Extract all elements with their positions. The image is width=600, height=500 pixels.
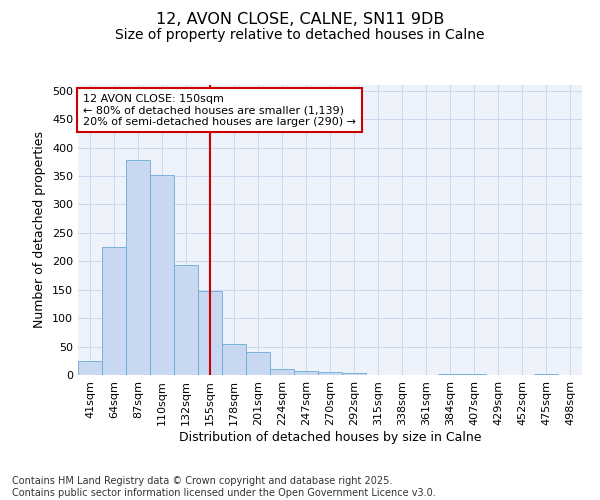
- Text: 12 AVON CLOSE: 150sqm
← 80% of detached houses are smaller (1,139)
20% of semi-d: 12 AVON CLOSE: 150sqm ← 80% of detached …: [83, 94, 356, 127]
- Bar: [438, 374, 462, 375]
- Bar: [246, 352, 270, 375]
- Bar: [150, 175, 174, 375]
- Bar: [462, 374, 486, 375]
- Text: 12, AVON CLOSE, CALNE, SN11 9DB: 12, AVON CLOSE, CALNE, SN11 9DB: [156, 12, 444, 28]
- Bar: [198, 291, 222, 375]
- Bar: [78, 361, 102, 375]
- Bar: [222, 344, 246, 375]
- Bar: [126, 160, 150, 375]
- Text: Contains HM Land Registry data © Crown copyright and database right 2025.
Contai: Contains HM Land Registry data © Crown c…: [12, 476, 436, 498]
- Bar: [270, 370, 294, 375]
- X-axis label: Distribution of detached houses by size in Calne: Distribution of detached houses by size …: [179, 430, 481, 444]
- Y-axis label: Number of detached properties: Number of detached properties: [34, 132, 46, 328]
- Bar: [342, 374, 366, 375]
- Bar: [102, 247, 126, 375]
- Bar: [174, 266, 198, 375]
- Bar: [294, 371, 318, 375]
- Bar: [534, 374, 558, 375]
- Text: Size of property relative to detached houses in Calne: Size of property relative to detached ho…: [115, 28, 485, 42]
- Bar: [318, 372, 342, 375]
